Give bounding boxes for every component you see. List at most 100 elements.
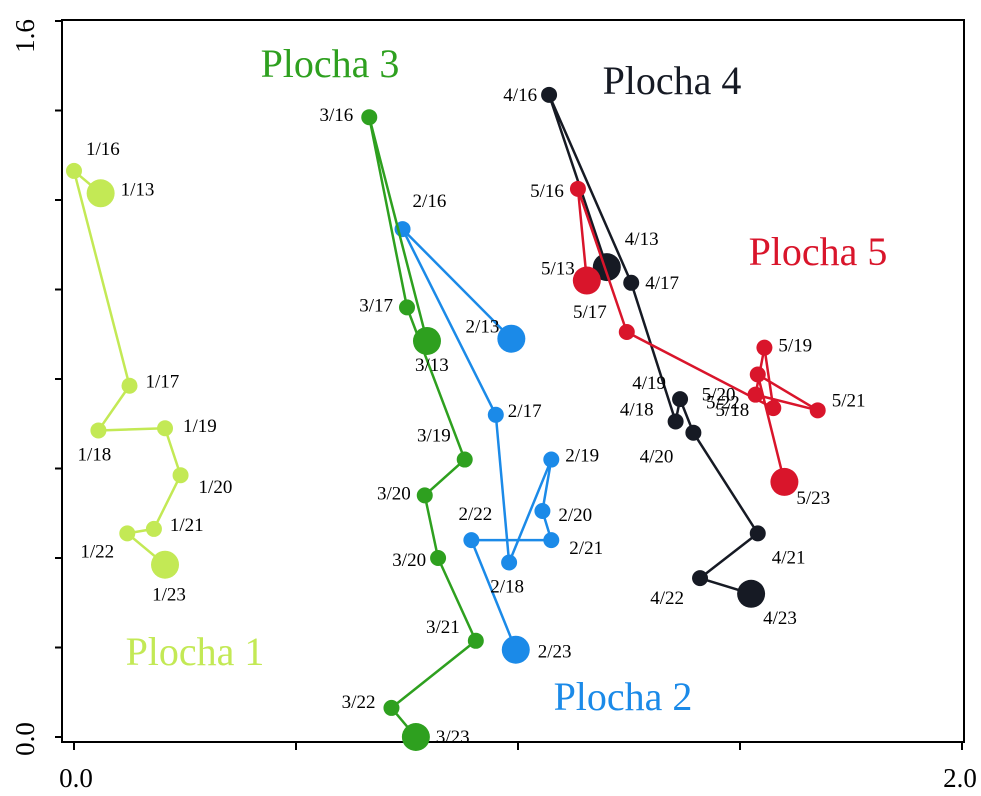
point-label: 4/17 (645, 273, 679, 294)
series-1: 1/131/16 1/17 1/18 1/19 1/20 1/21 1/22 1/23 (66, 139, 232, 606)
data-point (770, 467, 799, 496)
point-label: 4/19 (632, 373, 666, 394)
data-point (463, 532, 480, 549)
data-point (467, 632, 484, 649)
point-label: 3/16 (319, 105, 353, 126)
point-label: 2/18 (490, 576, 524, 597)
point-label: 5/17 (573, 302, 607, 323)
data-point (416, 487, 433, 504)
point-label: 5/13 (541, 259, 575, 280)
data-point (692, 570, 709, 587)
point-label: 3/13 (415, 355, 449, 376)
data-point (66, 162, 82, 179)
data-point (90, 422, 107, 439)
data-point (172, 467, 189, 484)
series-2: 2/13 2/16 2/17 2/18 2/19 2/20 2/21 2/22 2/23 (394, 191, 603, 664)
series-title-2: Plocha 2 (554, 674, 693, 719)
data-point (399, 299, 415, 316)
series-title-1: Plocha 1 (126, 629, 265, 674)
point-label: 1/13 (121, 179, 155, 200)
series-1-line (72, 169, 182, 566)
point-label: 1/23 (152, 585, 186, 606)
data-point (145, 520, 162, 537)
point-label: 5/21 (832, 390, 866, 411)
data-point (749, 525, 766, 542)
point-label: 3/21 (426, 617, 460, 638)
series-title-4: Plocha 4 (603, 58, 742, 103)
point-label: 2/19 (565, 446, 599, 467)
data-point (541, 86, 558, 103)
data-point (487, 406, 504, 423)
point-label: 2/20 (558, 505, 592, 526)
series-title-3: Plocha 3 (261, 41, 400, 86)
series-3: 3/13 3/16 3/17 3/19 3/20 3/20 3/21 3/22 3/23 (319, 105, 484, 751)
point-label: 1/19 (183, 416, 217, 437)
point-label: 1/17 (146, 372, 180, 393)
data-point (157, 420, 174, 437)
y-tick-label-0: 0.0 (10, 722, 40, 756)
point-label: 2/22 (458, 504, 492, 525)
point-label: 3/23 (436, 727, 470, 748)
data-point (572, 266, 601, 295)
data-point (497, 324, 526, 353)
point-label: 1/21 (170, 515, 204, 536)
x-tick-label-0: 0.0 (59, 763, 93, 793)
data-point (86, 179, 115, 208)
data-point (765, 400, 782, 417)
point-label: 5/19 (778, 336, 812, 357)
data-point (618, 324, 635, 341)
data-point (749, 366, 766, 383)
point-label: 4/22 (650, 588, 684, 609)
data-point (672, 391, 689, 408)
data-point (667, 413, 684, 430)
data-point (747, 386, 764, 403)
point-label: 1/18 (78, 444, 112, 465)
series-5: 5/13 5/16 5/17 5/18 5/19 5/20 5/21 5/22 5/23 (530, 180, 866, 509)
y-tick-label-1: 1.6 (10, 19, 40, 53)
point-label: 4/20 (640, 447, 674, 468)
series-4: 4/13 4/16 4/17 4/18 4/19 4/20 4/21 4/22 4/23 (503, 85, 805, 629)
point-label: 2/16 (413, 191, 447, 212)
axis-ticks (55, 20, 963, 750)
data-point (412, 326, 441, 355)
data-point (361, 109, 378, 126)
series-title-layer: Plocha 1 Plocha 2 Plocha 3 Plocha 4 Plocha 5 (126, 41, 888, 719)
point-label: 4/23 (763, 608, 797, 629)
point-label: 3/22 (342, 692, 376, 713)
point-label: 2/13 (466, 317, 500, 338)
data-point (501, 554, 518, 571)
data-point (119, 525, 136, 542)
data-point (456, 451, 473, 468)
data-point (383, 699, 400, 716)
data-point (756, 339, 773, 356)
data-point (121, 377, 138, 394)
point-label: 1/22 (80, 541, 114, 562)
data-point (151, 550, 180, 579)
point-label: 5/20 (702, 385, 736, 406)
data-point (623, 274, 640, 291)
data-point (501, 635, 530, 664)
point-label: 4/16 (503, 85, 537, 106)
data-point (809, 402, 826, 419)
series-layer: 1/131/16 1/17 1/18 1/19 1/20 1/21 1/22 1/23 2/13… (66, 85, 865, 751)
point-label: 3/20 (392, 550, 426, 571)
plot-frame (61, 19, 965, 743)
data-point (569, 180, 586, 197)
data-point (543, 451, 560, 468)
data-point (685, 424, 702, 441)
data-point (543, 532, 560, 549)
point-label: 2/23 (538, 642, 572, 663)
point-label: 5/18 (716, 400, 750, 421)
data-point (534, 503, 551, 520)
point-label: 2/21 (569, 538, 603, 559)
data-point (430, 550, 447, 566)
x-tick-label-1: 2.0 (943, 763, 977, 793)
series-title-5: Plocha 5 (749, 229, 888, 274)
point-label: 3/20 (377, 483, 411, 504)
point-label: 4/21 (772, 547, 806, 568)
data-point (592, 253, 621, 282)
point-label: 3/17 (359, 295, 393, 316)
data-point (401, 723, 430, 751)
point-label: 5/22 (706, 393, 740, 414)
